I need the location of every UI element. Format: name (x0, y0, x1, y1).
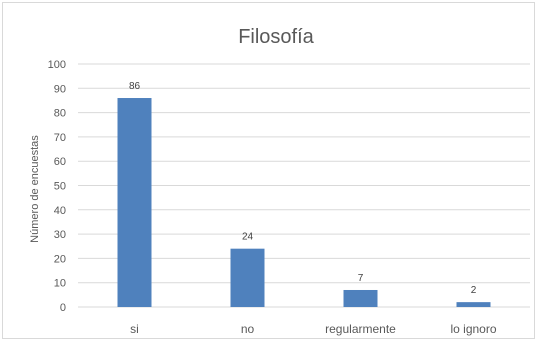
data-label: 24 (242, 232, 254, 243)
y-tick-label: 100 (48, 59, 66, 71)
x-axis-ticks: si no regularmente lo ignoro (130, 322, 497, 336)
bars (117, 98, 491, 308)
data-label: 86 (129, 81, 141, 92)
y-tick-label: 30 (54, 229, 66, 241)
data-label: 7 (358, 273, 364, 284)
y-tick-label: 60 (54, 156, 66, 168)
x-tick-label: regularmente (325, 322, 396, 336)
bar-regularmente (343, 289, 378, 307)
y-tick-label: 40 (54, 205, 66, 217)
y-tick-label: 70 (54, 132, 66, 144)
chart-title: Filosofía (238, 26, 314, 48)
y-tick-label: 0 (60, 302, 66, 314)
bar-si (117, 98, 152, 308)
y-tick-label: 90 (54, 83, 66, 95)
y-tick-label: 20 (54, 253, 66, 265)
data-labels: 86 24 7 2 (129, 81, 477, 296)
y-tick-label: 50 (54, 181, 66, 193)
y-tick-label: 80 (54, 108, 66, 120)
gridlines (78, 63, 530, 308)
data-label: 2 (471, 285, 477, 296)
x-tick-label: lo ignoro (450, 322, 496, 336)
bar-no (230, 248, 265, 307)
x-tick-label: si (130, 322, 139, 336)
x-tick-label: no (241, 322, 255, 336)
bar-lo-ignoro (456, 302, 491, 307)
y-axis-label: Número de encuestas (29, 135, 41, 243)
y-tick-label: 10 (54, 278, 66, 290)
y-axis-ticks: 0 10 20 30 40 50 60 70 80 90 100 (48, 59, 66, 314)
